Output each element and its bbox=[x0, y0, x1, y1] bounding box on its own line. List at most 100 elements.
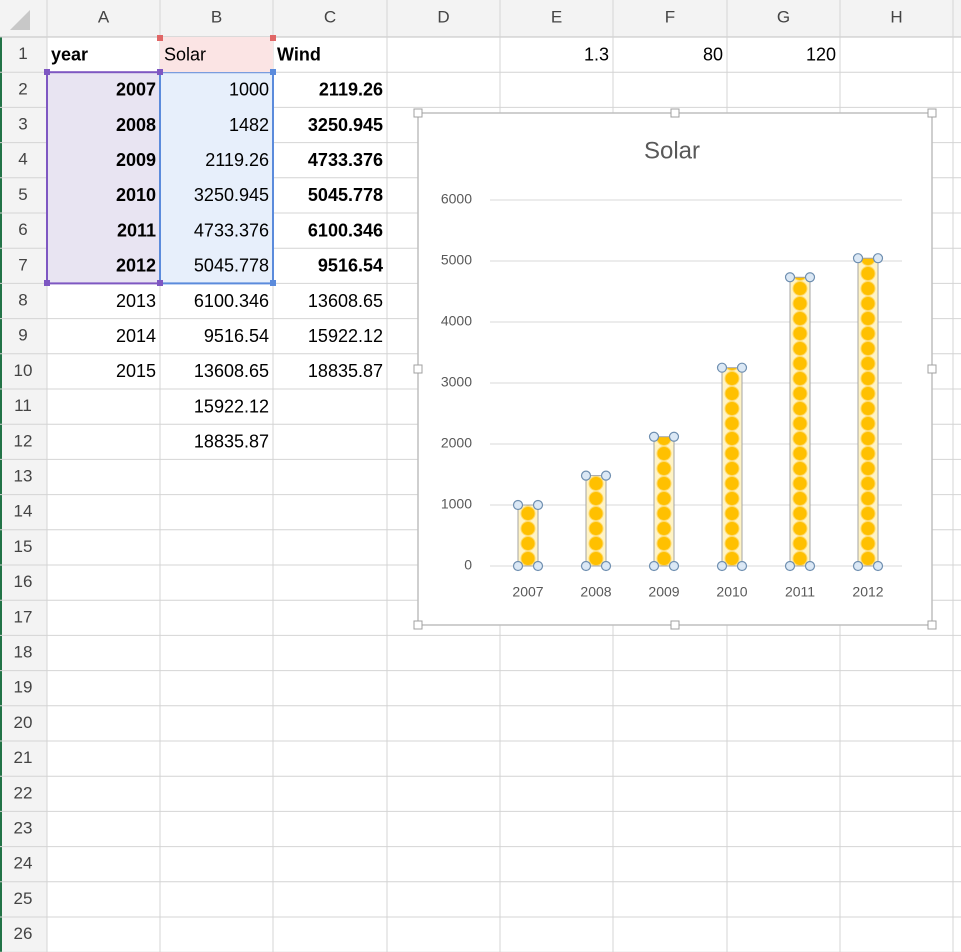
cell-text: 2014 bbox=[116, 326, 156, 346]
range-handle[interactable] bbox=[44, 69, 50, 75]
x-tick-label: 2012 bbox=[852, 584, 883, 600]
chart[interactable]: Solar 0 1000 2000 3000 4000 5000 6000 2007 2008 2… bbox=[413, 108, 937, 630]
bar bbox=[789, 276, 811, 567]
row-number: 12 bbox=[14, 431, 33, 450]
column-header-bar bbox=[0, 0, 961, 37]
cell-text: Wind bbox=[277, 44, 321, 64]
selection-handle bbox=[600, 560, 612, 572]
selection-handle bbox=[600, 470, 612, 481]
range-handle[interactable] bbox=[157, 35, 163, 41]
bar bbox=[857, 257, 879, 567]
x-tick-label: 2010 bbox=[716, 584, 747, 600]
cell-text: 5045.778 bbox=[194, 256, 269, 276]
selection-handle bbox=[784, 560, 796, 572]
column-header: G bbox=[777, 7, 790, 26]
range-handle[interactable] bbox=[270, 35, 276, 41]
range-handle[interactable] bbox=[270, 280, 276, 286]
cell-text: 2011 bbox=[117, 220, 156, 240]
selection-handle bbox=[872, 253, 884, 264]
bar bbox=[653, 436, 675, 567]
cell-text: 13608.65 bbox=[194, 361, 269, 381]
resize-handle[interactable] bbox=[670, 620, 680, 630]
selection-handle bbox=[716, 362, 728, 373]
column-header: D bbox=[437, 7, 449, 26]
y-tick-label: 2000 bbox=[441, 435, 472, 451]
selection-handle bbox=[512, 499, 524, 511]
resize-handle[interactable] bbox=[927, 108, 937, 118]
resize-handle[interactable] bbox=[670, 108, 680, 118]
range-handle[interactable] bbox=[44, 280, 50, 286]
column-header: H bbox=[890, 7, 902, 26]
selection-handle bbox=[648, 560, 660, 572]
row-number: 13 bbox=[14, 466, 33, 485]
bar bbox=[517, 504, 539, 567]
row-number: 11 bbox=[14, 396, 32, 415]
cell-text: 15922.12 bbox=[308, 326, 383, 346]
range-handle[interactable] bbox=[157, 280, 163, 286]
selection-handle bbox=[784, 272, 796, 283]
cell-text: 6100.346 bbox=[194, 291, 269, 311]
row-number: 5 bbox=[18, 185, 27, 204]
selection-handle bbox=[804, 560, 816, 572]
row-number: 21 bbox=[14, 748, 33, 767]
selection-handle bbox=[648, 431, 660, 442]
cell-text: year bbox=[51, 44, 88, 64]
column-header: E bbox=[551, 7, 562, 26]
cell-text: 18835.87 bbox=[194, 432, 269, 452]
selection-handle bbox=[580, 560, 592, 572]
row-number: 1 bbox=[18, 44, 27, 63]
range-handle[interactable] bbox=[270, 69, 276, 75]
x-tick-label: 2011 bbox=[785, 584, 815, 600]
cell-text: 13608.65 bbox=[308, 291, 383, 311]
cell-text: 2013 bbox=[116, 291, 156, 311]
range-handle[interactable] bbox=[157, 69, 163, 75]
row-number: 24 bbox=[14, 854, 33, 873]
cell-text: 120 bbox=[806, 44, 836, 64]
select-all-corner[interactable] bbox=[10, 10, 30, 30]
row-number: 25 bbox=[14, 889, 33, 908]
x-tick-label: 2009 bbox=[648, 584, 679, 600]
y-tick-label: 3000 bbox=[441, 374, 472, 390]
cell-text: 2008 bbox=[116, 115, 156, 135]
row-number: 8 bbox=[18, 290, 27, 309]
row-number: 20 bbox=[14, 713, 33, 732]
x-tick-label: 2007 bbox=[512, 584, 543, 600]
resize-handle[interactable] bbox=[413, 108, 423, 118]
selection-handle bbox=[736, 362, 748, 373]
selection-handle bbox=[668, 431, 680, 442]
series-name-highlight bbox=[160, 37, 273, 73]
resize-handle[interactable] bbox=[927, 620, 937, 630]
cell-text: 4733.376 bbox=[194, 220, 269, 240]
cell-text: 9516.54 bbox=[204, 326, 269, 346]
y-tick-label: 0 bbox=[464, 557, 472, 573]
chart-area[interactable] bbox=[417, 112, 933, 626]
column-header: B bbox=[211, 7, 222, 26]
cell-text: 2010 bbox=[116, 185, 156, 205]
selection-handle bbox=[804, 272, 816, 283]
row-number: 26 bbox=[14, 924, 33, 943]
row-number: 14 bbox=[14, 502, 33, 521]
row-number: 22 bbox=[14, 783, 33, 802]
cell-text: Solar bbox=[164, 44, 206, 64]
cell-text: 80 bbox=[703, 44, 723, 64]
cells: year Solar Wind 1.3 80 120 2007 1000 2119.26 2008… bbox=[51, 44, 836, 451]
row-number: 3 bbox=[18, 114, 27, 133]
cell-text: 2015 bbox=[116, 361, 156, 381]
resize-handle[interactable] bbox=[413, 364, 423, 374]
y-tick-label: 1000 bbox=[441, 496, 472, 512]
column-header: C bbox=[324, 7, 336, 26]
selection-handle bbox=[872, 560, 884, 572]
cell-text: 2007 bbox=[116, 80, 156, 100]
cell-text: 2012 bbox=[116, 256, 156, 276]
column-header: A bbox=[98, 7, 110, 26]
selection-handle bbox=[668, 560, 680, 572]
row-number: 15 bbox=[14, 537, 33, 556]
resize-handle[interactable] bbox=[927, 364, 937, 374]
row-number: 10 bbox=[14, 361, 33, 380]
cell-text: 3250.945 bbox=[194, 185, 269, 205]
row-number: 17 bbox=[14, 607, 33, 626]
row-number: 4 bbox=[18, 150, 27, 169]
selection-handle bbox=[852, 560, 864, 572]
resize-handle[interactable] bbox=[413, 620, 423, 630]
